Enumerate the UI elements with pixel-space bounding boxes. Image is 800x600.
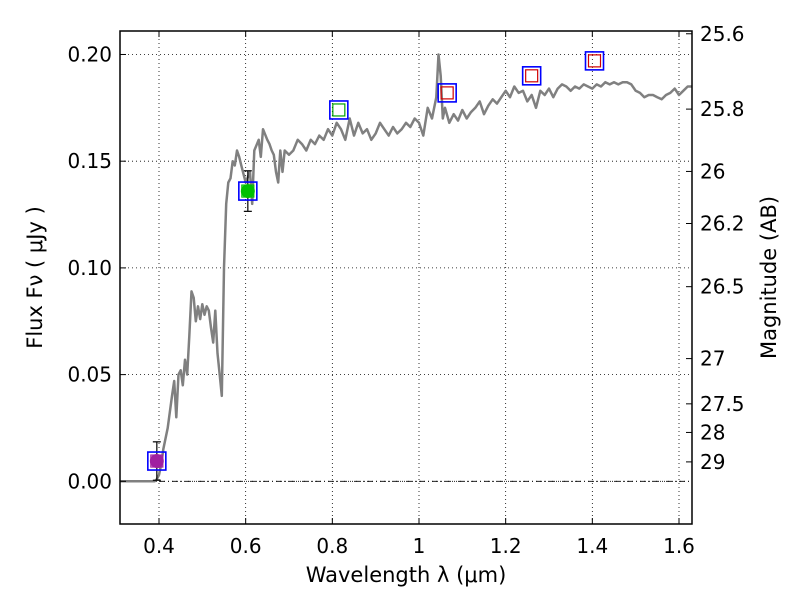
x-tick-label: 0.8 — [316, 534, 348, 558]
model-point-outer — [584, 51, 605, 71]
y2-tick-label: 25.6 — [700, 22, 745, 46]
model-point-outer — [329, 100, 349, 120]
model-point-inner — [241, 184, 255, 198]
x-tick-label: 1.6 — [663, 534, 695, 558]
y2-tick-label: 27 — [700, 347, 725, 371]
model-point-outer — [437, 83, 457, 103]
y-tick-label: 0.20 — [67, 42, 112, 66]
data-points — [147, 51, 605, 481]
model-point-outer — [521, 66, 542, 86]
model-point-outer — [147, 451, 167, 471]
model-spectrum — [120, 53, 692, 483]
observed-point — [149, 454, 164, 469]
model-point-inner — [150, 454, 164, 468]
plot-frame — [119, 30, 693, 525]
x-tick-label: 0.6 — [230, 534, 262, 558]
spectrum-line — [120, 53, 692, 483]
y-tick-label: 0.15 — [67, 149, 112, 173]
y2-tick-label: 26.2 — [700, 212, 745, 236]
y-tick-label: 0.00 — [67, 469, 112, 493]
y2-tick-label: 26 — [700, 159, 725, 183]
y2-tick-label: 29 — [700, 450, 725, 474]
y2-axis-label: Magnitude (AB) — [757, 196, 781, 359]
x-tick-label: 1.4 — [576, 534, 608, 558]
y-axis-label: Flux Fν ( μJy ) — [23, 206, 47, 349]
model-point-inner — [332, 103, 346, 117]
x-axis-label: Wavelength λ (μm) — [306, 563, 507, 587]
x-tick-label: 1.2 — [490, 534, 522, 558]
y2-tick-label: 27.5 — [700, 392, 745, 416]
model-point-inner — [525, 69, 539, 83]
axis-ticks: 0.4 0.6 0.8 1 1.2 1.4 1.6 0.00 0.05 0.10 0.15 0.20 2… — [67, 22, 744, 558]
observed-point — [240, 184, 255, 199]
x-tick-label: 0.4 — [143, 534, 175, 558]
model-point-inner — [440, 86, 454, 100]
model-point-inner — [587, 54, 602, 68]
grid — [120, 31, 692, 524]
y2-tick-label: 28 — [700, 420, 725, 444]
y2-tick-label: 26.5 — [700, 275, 745, 299]
y2-tick-label: 25.8 — [700, 97, 745, 121]
x-tick-label: 1 — [413, 534, 426, 558]
y-tick-label: 0.10 — [67, 256, 112, 280]
model-point-outer — [238, 181, 258, 201]
y-tick-label: 0.05 — [67, 363, 112, 387]
